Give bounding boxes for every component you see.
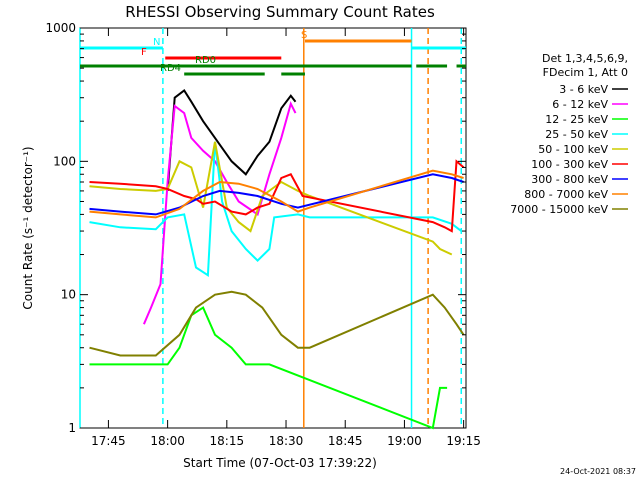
flag-label: S — [301, 30, 307, 41]
y-tick-label: 100 — [53, 154, 76, 168]
series-line — [89, 290, 465, 357]
plot-area: N S F RD0 RD4 — [79, 27, 467, 430]
flag-label: RD4 — [160, 63, 181, 74]
legend-label: 800 - 7000 keV — [524, 188, 608, 201]
series-line — [142, 101, 297, 325]
series-line — [89, 141, 462, 277]
flag-label: F — [141, 47, 147, 58]
legend: Det 1,3,4,5,6,9,FDecim 1, Att 0 3 - 6 keV… — [510, 52, 628, 216]
legend-label: 12 - 25 keV — [545, 113, 608, 126]
x-axis-label: Start Time (07-Oct-03 17:39:22) — [183, 456, 377, 470]
flag-label: N — [153, 37, 160, 48]
footer-timestamp: 24-Oct-2021 08:37 — [560, 467, 636, 476]
series-line — [89, 173, 464, 216]
legend-label: 6 - 12 keV — [552, 98, 608, 111]
y-tick-label: 1 — [68, 421, 76, 435]
legend-label: 50 - 100 keV — [538, 143, 608, 156]
y-tick-label: 1000 — [45, 21, 76, 35]
legend-label: 3 - 6 keV — [559, 83, 608, 96]
legend-header: Det 1,3,4,5,6,9, — [542, 52, 628, 65]
x-tick-label: 19:15 — [446, 434, 481, 448]
x-tick-label: 18:15 — [210, 434, 245, 448]
legend-label: 25 - 50 keV — [545, 128, 608, 141]
x-tick-label: 17:45 — [91, 434, 126, 448]
x-axis: 17:45 18:00 18:15 18:30 18:45 19:00 19:15 — [91, 28, 481, 448]
legend-label: 100 - 300 keV — [531, 158, 608, 171]
x-tick-label: 18:00 — [150, 434, 185, 448]
legend-header: FDecim 1, Att 0 — [543, 66, 628, 79]
y-axis: 1 10 100 1000 — [45, 21, 466, 435]
legend-label: 300 - 800 keV — [531, 173, 608, 186]
series-line — [89, 169, 464, 219]
series-line — [166, 89, 297, 191]
y-tick-label: 10 — [61, 288, 76, 302]
x-tick-label: 19:00 — [387, 434, 422, 448]
x-tick-label: 18:30 — [269, 434, 304, 448]
legend-label: 7000 - 15000 keV — [510, 203, 608, 216]
series-line — [89, 306, 448, 430]
flag-label: RD0 — [195, 55, 216, 66]
series-line — [89, 159, 465, 233]
x-tick-label: 18:45 — [328, 434, 363, 448]
chart-title: RHESSI Observing Summary Count Rates — [125, 3, 435, 21]
y-axis-label: Count Rate (s⁻¹ detector⁻¹) — [21, 146, 35, 309]
